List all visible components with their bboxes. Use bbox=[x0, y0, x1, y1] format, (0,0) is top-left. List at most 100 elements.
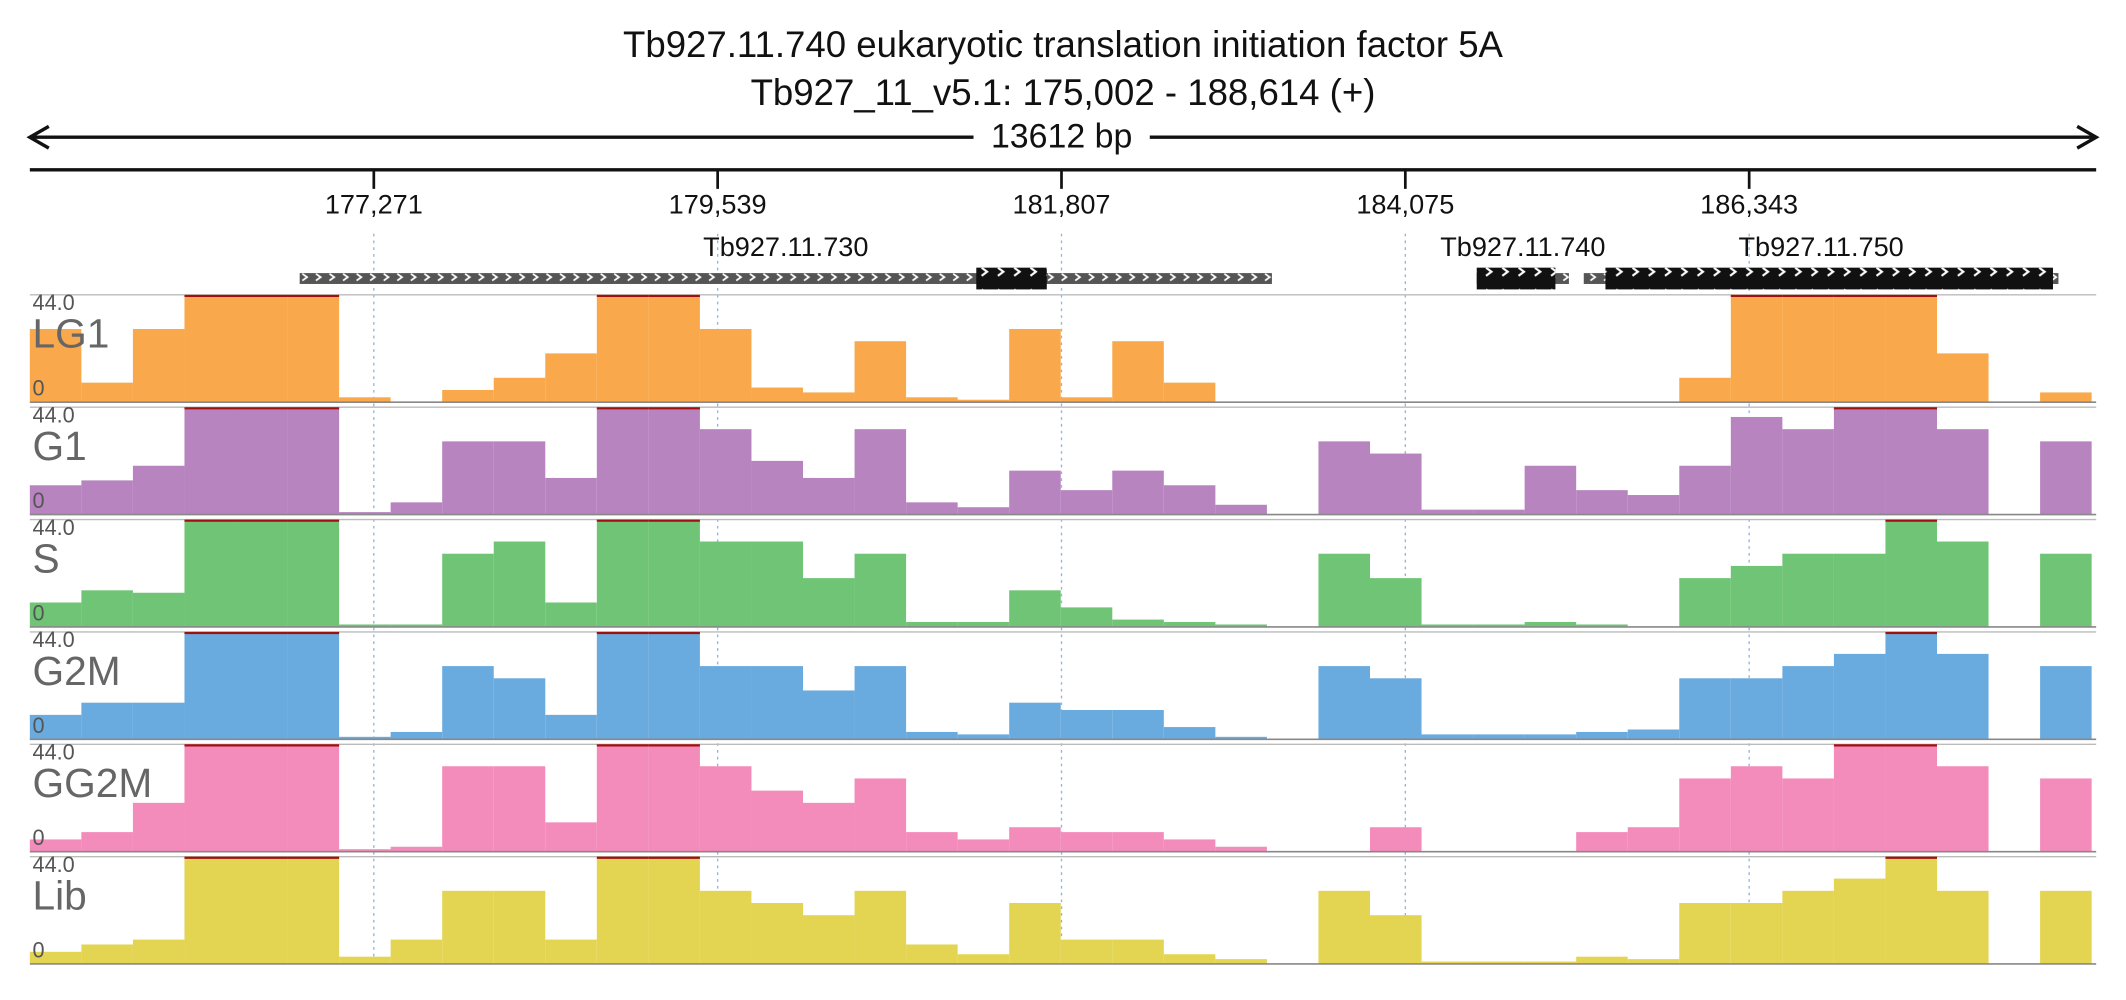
coverage-bar bbox=[1112, 470, 1164, 515]
coverage-bar bbox=[803, 392, 855, 403]
coverage-bar bbox=[1421, 624, 1474, 627]
coverage-bar bbox=[1885, 519, 1938, 627]
span-label-bg bbox=[973, 119, 1150, 155]
coverage-bar bbox=[493, 766, 546, 852]
coverage-bar bbox=[1679, 778, 1731, 852]
y-tick-label: 44.0 bbox=[33, 290, 75, 315]
coverage-bar bbox=[1009, 702, 1061, 740]
span-arrow-right bbox=[2076, 124, 2100, 150]
coverage-bar bbox=[1318, 890, 1371, 964]
coverage-bar bbox=[236, 631, 288, 740]
coverage-bar bbox=[596, 856, 649, 964]
subtitle: Tb927_11_v5.1: 175,002 - 188,614 (+) bbox=[751, 72, 1376, 113]
ruler-tick-label: 177,271 bbox=[325, 189, 423, 220]
ruler-tick-label: 181,807 bbox=[1013, 189, 1111, 220]
track-name: G2M bbox=[33, 648, 121, 694]
coverage-bar bbox=[1730, 416, 1783, 515]
gene-cds-chevrons bbox=[1605, 267, 2053, 290]
coverage-bar bbox=[648, 407, 700, 515]
coverage-bar bbox=[1524, 734, 1577, 740]
gene-cds-chevrons bbox=[976, 267, 1047, 290]
coverage-bar bbox=[1060, 709, 1113, 740]
coverage-bar bbox=[29, 602, 82, 627]
coverage-bar bbox=[1679, 578, 1731, 627]
coverage-bar bbox=[184, 744, 237, 852]
coverage-bar bbox=[545, 602, 597, 627]
coverage-bar bbox=[29, 714, 82, 740]
y-tick-label: 0 bbox=[33, 825, 45, 850]
coverage-bar bbox=[906, 832, 958, 852]
y-tick-label: 44.0 bbox=[33, 402, 75, 427]
coverage-bar bbox=[1370, 827, 1422, 852]
coverage-bar bbox=[854, 341, 907, 403]
coverage-bar bbox=[803, 578, 855, 627]
coverage-bar bbox=[442, 389, 494, 403]
coverage-bar bbox=[1009, 328, 1061, 403]
coverage-bar bbox=[1524, 961, 1577, 964]
coverage-bar bbox=[1576, 731, 1628, 740]
coverage-bar bbox=[699, 541, 752, 627]
coverage-bar bbox=[699, 328, 752, 403]
coverage-bar bbox=[1730, 903, 1783, 964]
coverage-bar bbox=[854, 666, 907, 740]
coverage-bar bbox=[1473, 961, 1525, 964]
coverage-bar bbox=[1524, 622, 1577, 627]
coverage-bar bbox=[236, 744, 288, 852]
coverage-bar bbox=[1370, 678, 1422, 740]
coverage-bar bbox=[957, 839, 1010, 852]
gene-label: Tb927.11.750 bbox=[1738, 231, 1903, 262]
coverage-bar bbox=[1318, 441, 1371, 515]
coverage-bar bbox=[1421, 509, 1474, 515]
coverage-bar bbox=[648, 519, 700, 627]
y-tick-label: 44.0 bbox=[33, 852, 75, 877]
coverage-bar bbox=[1885, 744, 1938, 852]
coverage-bar bbox=[1885, 407, 1938, 515]
coverage-bar bbox=[236, 294, 288, 403]
coverage-bar bbox=[1370, 453, 1422, 515]
coverage-bar bbox=[906, 622, 958, 627]
y-tick-label: 44.0 bbox=[33, 740, 75, 765]
coverage-bar bbox=[648, 856, 700, 964]
coverage-bar bbox=[390, 502, 443, 515]
coverage-bar bbox=[2040, 441, 2092, 515]
coverage-bar bbox=[287, 294, 340, 403]
coverage-bar bbox=[1782, 294, 1834, 403]
coverage-bar bbox=[596, 519, 649, 627]
coverage-bar bbox=[1782, 778, 1834, 852]
ruler: 13612 bp bbox=[26, 118, 2100, 172]
coverage-bar bbox=[648, 744, 700, 852]
coverage-bar bbox=[287, 407, 340, 515]
track-name: Lib bbox=[33, 872, 87, 918]
coverage-bar bbox=[906, 502, 958, 515]
coverage-bar bbox=[1163, 622, 1216, 627]
y-tick-label: 0 bbox=[33, 376, 45, 401]
y-tick-label: 44.0 bbox=[33, 627, 75, 652]
coverage-bar bbox=[1627, 729, 1680, 740]
coverage-bar bbox=[1163, 839, 1216, 852]
coverage-bar bbox=[184, 631, 237, 740]
coverage-bar bbox=[1215, 624, 1267, 627]
coverage-bar bbox=[1060, 490, 1113, 515]
coverage-bar bbox=[1782, 429, 1834, 515]
coverage-bar bbox=[1730, 294, 1783, 403]
coverage-bar bbox=[390, 846, 443, 852]
coverage-bar bbox=[1885, 856, 1938, 964]
coverage-bar bbox=[493, 441, 546, 515]
coverage-bar bbox=[1524, 465, 1577, 515]
coverage-bar bbox=[751, 790, 804, 852]
coverage-bar bbox=[184, 856, 237, 964]
coverage-bar bbox=[2040, 666, 2092, 740]
coverage-bar bbox=[1112, 709, 1164, 740]
track-name: LG1 bbox=[33, 311, 110, 357]
coverage-bar bbox=[81, 480, 133, 515]
coverage-bar bbox=[699, 890, 752, 964]
coverage-bar bbox=[1112, 939, 1164, 964]
coverage-bar bbox=[545, 939, 597, 964]
y-tick-label: 44.0 bbox=[33, 515, 75, 540]
coverage-bar bbox=[1215, 959, 1267, 964]
coverage-bar bbox=[1163, 954, 1216, 964]
coverage-bar bbox=[1473, 734, 1525, 740]
coverage-bar bbox=[957, 734, 1010, 740]
coverage-bar bbox=[1833, 407, 1886, 515]
